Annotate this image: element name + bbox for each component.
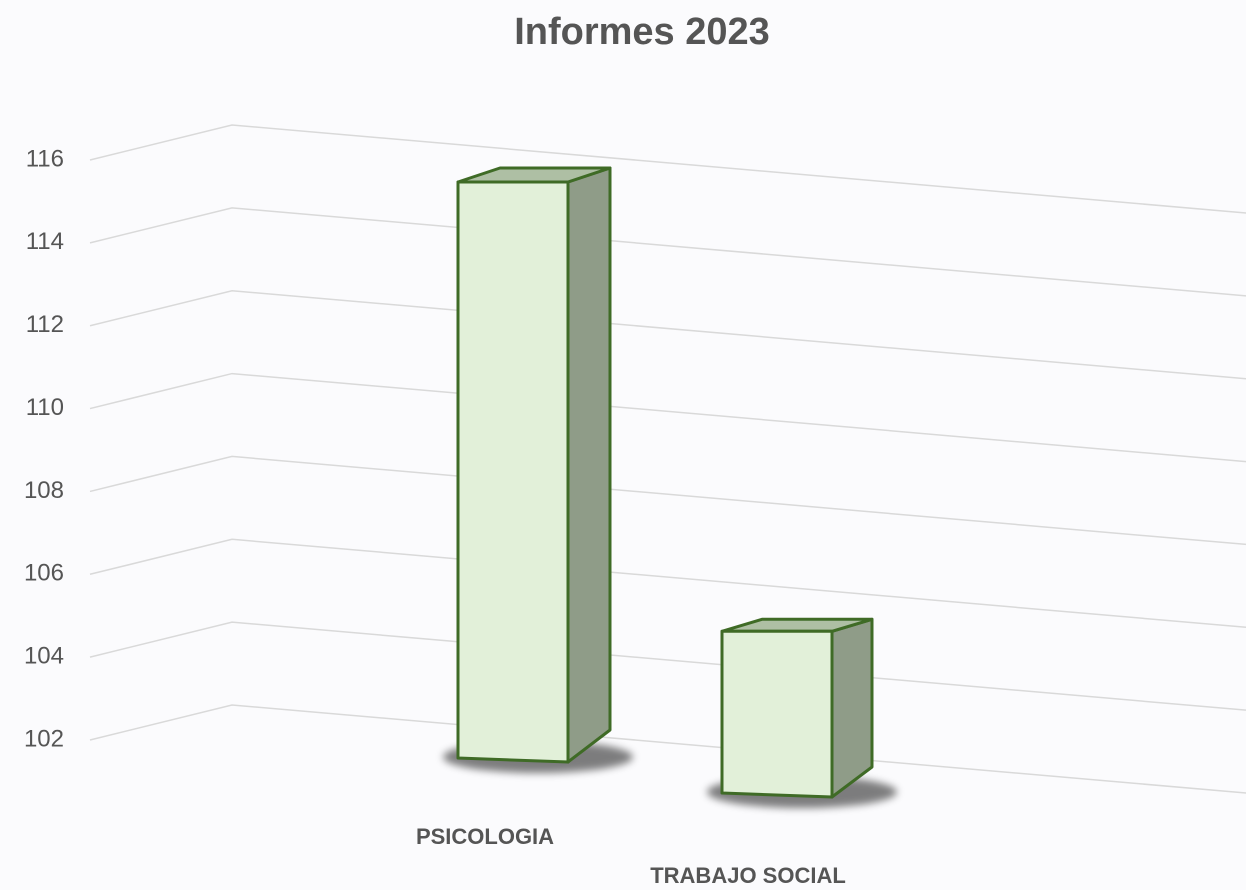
x-tick-label: PSICOLOGIA xyxy=(416,824,554,849)
grid-line xyxy=(89,289,1246,380)
grid-line xyxy=(89,207,1246,297)
bar-side xyxy=(566,166,612,764)
bar xyxy=(456,166,612,764)
grid-line xyxy=(89,621,1246,711)
chart-title: Informes 2023 xyxy=(514,11,770,53)
y-tick-label: 112 xyxy=(26,311,64,338)
y-tick-label: 116 xyxy=(26,145,64,172)
y-tick-label: 106 xyxy=(24,560,64,587)
y-tick-label: 108 xyxy=(24,477,64,504)
bar-side xyxy=(830,617,874,799)
grid-line xyxy=(89,372,1246,463)
x-tick-label: TRABAJO SOCIAL xyxy=(650,863,846,888)
bar xyxy=(720,617,874,799)
y-tick-label: 114 xyxy=(26,228,64,255)
grid-line xyxy=(89,124,1246,214)
y-tick-label: 102 xyxy=(24,725,64,752)
bar-front xyxy=(456,180,570,764)
grid-line xyxy=(89,704,1246,794)
grid-line xyxy=(89,538,1246,629)
y-tick-label: 104 xyxy=(24,642,64,669)
bar-front xyxy=(720,629,834,799)
y-tick-label: 110 xyxy=(26,394,64,421)
grid-line xyxy=(89,455,1246,546)
